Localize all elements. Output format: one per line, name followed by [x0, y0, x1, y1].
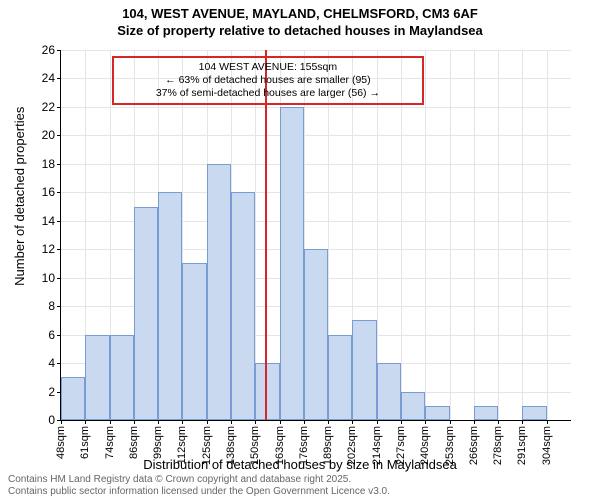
ytick-mark	[57, 221, 61, 222]
gridline-v	[547, 50, 548, 420]
footer-attribution: Contains HM Land Registry data © Crown c…	[8, 474, 390, 498]
gridline-h	[61, 164, 571, 165]
xtick-label: 86sqm	[128, 426, 140, 459]
xtick-mark	[231, 420, 232, 424]
ytick-label: 14	[42, 214, 55, 228]
annotation-line: 104 WEST AVENUE: 155sqm	[120, 61, 416, 74]
histogram-bar	[158, 192, 182, 420]
ytick-label: 4	[48, 356, 55, 370]
xtick-mark	[522, 420, 523, 424]
ytick-label: 22	[42, 100, 55, 114]
chart-title-line2: Size of property relative to detached ho…	[0, 23, 600, 38]
histogram-bar	[328, 335, 352, 420]
ytick-label: 24	[42, 71, 55, 85]
histogram-bar	[182, 263, 206, 420]
chart-title-line1: 104, WEST AVENUE, MAYLAND, CHELMSFORD, C…	[0, 0, 600, 23]
xtick-mark	[498, 420, 499, 424]
xtick-mark	[401, 420, 402, 424]
histogram-bar	[377, 363, 401, 420]
gridline-v	[401, 50, 402, 420]
xtick-label: 99sqm	[152, 426, 164, 459]
ytick-mark	[57, 249, 61, 250]
ytick-mark	[57, 78, 61, 79]
xtick-label: 48sqm	[55, 426, 67, 459]
histogram-bar	[255, 363, 279, 420]
y-axis-label: Number of detached properties	[12, 107, 27, 286]
ytick-mark	[57, 164, 61, 165]
ytick-mark	[57, 192, 61, 193]
gridline-v	[522, 50, 523, 420]
histogram-bar	[425, 406, 449, 420]
histogram-bar	[474, 406, 498, 420]
xtick-mark	[134, 420, 135, 424]
ytick-mark	[57, 278, 61, 279]
xtick-mark	[304, 420, 305, 424]
gridline-v	[425, 50, 426, 420]
ytick-mark	[57, 335, 61, 336]
histogram-bar	[352, 320, 376, 420]
gridline-h	[61, 50, 571, 51]
annotation-line: ← 63% of detached houses are smaller (95…	[120, 74, 416, 87]
xtick-mark	[280, 420, 281, 424]
histogram-bar	[134, 207, 158, 420]
ytick-mark	[57, 107, 61, 108]
xtick-mark	[110, 420, 111, 424]
xtick-mark	[61, 420, 62, 424]
ytick-label: 2	[48, 385, 55, 399]
xtick-mark	[377, 420, 378, 424]
footer-line-2: Contains public sector information licen…	[8, 486, 390, 498]
gridline-h	[61, 107, 571, 108]
histogram-bar	[522, 406, 546, 420]
gridline-h	[61, 192, 571, 193]
ytick-label: 26	[42, 43, 55, 57]
chart-plot-area: 0246810121416182022242648sqm61sqm74sqm86…	[60, 50, 570, 420]
xtick-mark	[158, 420, 159, 424]
footer-line-1: Contains HM Land Registry data © Crown c…	[8, 474, 390, 486]
gridline-v	[474, 50, 475, 420]
xtick-mark	[207, 420, 208, 424]
histogram-bar	[280, 107, 304, 420]
xtick-mark	[474, 420, 475, 424]
ytick-mark	[57, 50, 61, 51]
ytick-mark	[57, 306, 61, 307]
ytick-mark	[57, 135, 61, 136]
histogram-bar	[304, 249, 328, 420]
histogram-bar	[110, 335, 134, 420]
chart-container: 104, WEST AVENUE, MAYLAND, CHELMSFORD, C…	[0, 0, 600, 500]
x-axis-label: Distribution of detached houses by size …	[0, 457, 600, 472]
xtick-mark	[328, 420, 329, 424]
ytick-label: 0	[48, 413, 55, 427]
ytick-label: 8	[48, 299, 55, 313]
xtick-mark	[352, 420, 353, 424]
xtick-mark	[182, 420, 183, 424]
histogram-bar	[231, 192, 255, 420]
ytick-label: 18	[42, 157, 55, 171]
xtick-mark	[450, 420, 451, 424]
histogram-bar	[401, 392, 425, 420]
annotation-box: 104 WEST AVENUE: 155sqm← 63% of detached…	[112, 56, 424, 105]
ytick-label: 6	[48, 328, 55, 342]
xtick-label: 74sqm	[104, 426, 116, 459]
xtick-mark	[255, 420, 256, 424]
ytick-label: 16	[42, 185, 55, 199]
ytick-mark	[57, 363, 61, 364]
plot-region: 0246810121416182022242648sqm61sqm74sqm86…	[60, 50, 571, 421]
xtick-mark	[85, 420, 86, 424]
xtick-mark	[547, 420, 548, 424]
xtick-mark	[425, 420, 426, 424]
histogram-bar	[61, 377, 85, 420]
ytick-label: 20	[42, 128, 55, 142]
ytick-label: 12	[42, 242, 55, 256]
histogram-bar	[85, 335, 109, 420]
gridline-v	[450, 50, 451, 420]
xtick-label: 61sqm	[79, 426, 91, 459]
reference-line	[265, 50, 267, 420]
gridline-v	[498, 50, 499, 420]
ytick-label: 10	[42, 271, 55, 285]
annotation-line: 37% of semi-detached houses are larger (…	[120, 87, 416, 100]
histogram-bar	[207, 164, 231, 420]
gridline-h	[61, 135, 571, 136]
